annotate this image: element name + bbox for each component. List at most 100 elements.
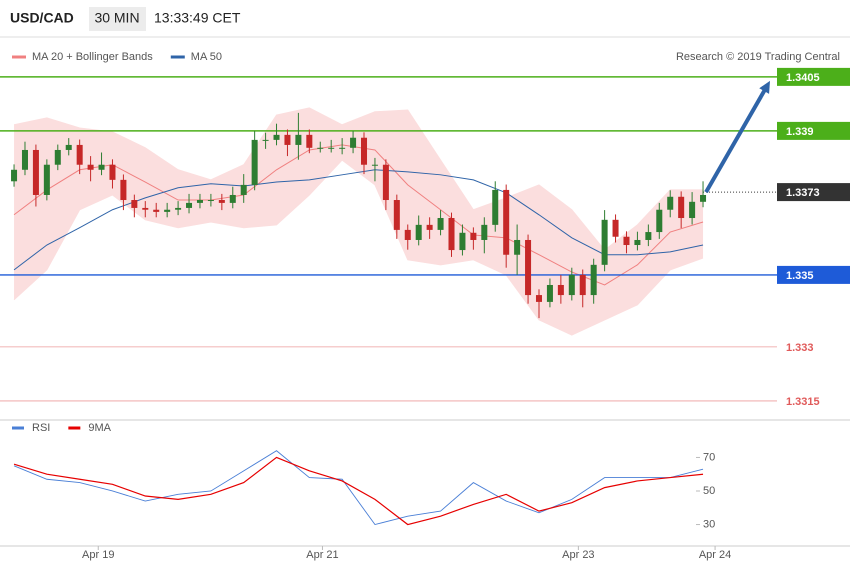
candle-body	[612, 219, 619, 237]
legend-label: MA 20 + Bollinger Bands	[32, 51, 153, 63]
candle-body	[339, 147, 346, 149]
legend-label: RSI	[32, 422, 50, 434]
candle-body	[470, 232, 477, 240]
candle-body	[131, 200, 138, 208]
candle-body	[371, 164, 378, 166]
candle-body	[415, 224, 422, 240]
candle-body	[32, 149, 39, 195]
candle-body	[186, 202, 193, 208]
candle-body	[492, 189, 499, 225]
candle-body	[164, 209, 171, 212]
candle-body	[678, 196, 685, 219]
candle-body	[273, 134, 280, 140]
candle-body	[645, 232, 652, 240]
candle-body	[503, 189, 510, 255]
candle-body	[667, 196, 674, 210]
indicator-line	[13, 450, 704, 526]
candle-body	[142, 207, 149, 210]
candle-body	[656, 209, 663, 233]
x-tick-label: Apr 24	[699, 549, 731, 561]
candle-body	[229, 194, 236, 203]
candle-body	[579, 274, 586, 296]
x-tick-label: Apr 21	[306, 549, 338, 561]
candle-body	[557, 284, 564, 296]
candle-body	[601, 219, 608, 265]
candle-body	[120, 179, 127, 201]
level-label: 1.3315	[786, 396, 820, 408]
candle-body	[546, 284, 553, 302]
candle-body	[54, 149, 61, 165]
level-box	[777, 265, 850, 284]
candle-body	[448, 218, 455, 251]
moving-average	[13, 169, 704, 271]
legend-label: 9MA	[88, 422, 111, 434]
x-tick-label: Apr 19	[82, 549, 114, 561]
timeframe-box	[89, 7, 146, 31]
candle-body	[109, 164, 116, 180]
candle-body	[481, 224, 488, 240]
candle-body	[218, 200, 225, 203]
candle-body	[43, 164, 50, 195]
level-label: 1.333	[786, 342, 814, 354]
indicator-line	[13, 456, 704, 526]
forecast-arrowhead	[759, 80, 770, 94]
symbol: USD/CAD	[10, 10, 74, 26]
time: 13:33:49 CET	[154, 10, 241, 26]
y-tick-label: 50	[703, 485, 715, 497]
candle-body	[251, 139, 258, 185]
candle-body	[382, 164, 389, 201]
candle-body	[623, 236, 630, 246]
candle-body	[76, 144, 83, 165]
level-box	[777, 183, 850, 202]
timeframe: 30 MIN	[94, 10, 139, 26]
candle-body	[240, 184, 247, 195]
candle-body	[328, 147, 335, 149]
candle-body	[568, 274, 575, 296]
candle-body	[21, 149, 28, 170]
candle-body	[393, 200, 400, 230]
candle-body	[295, 134, 302, 145]
candle-body	[284, 134, 291, 145]
candle-body	[87, 164, 94, 170]
x-tick-label: Apr 23	[562, 549, 594, 561]
candle-body	[65, 144, 72, 150]
attribution: Research © 2019 Trading Central	[676, 51, 840, 63]
forecast-arrow	[704, 86, 768, 194]
candle-body	[459, 232, 466, 251]
level-label: 1.3405	[786, 72, 820, 84]
level-box	[777, 121, 850, 140]
candle-body	[11, 169, 18, 182]
y-tick-label: 70	[703, 451, 715, 463]
candle-body	[306, 134, 313, 148]
band-edge	[13, 107, 704, 251]
candle-body	[689, 201, 696, 219]
candle-body	[535, 295, 543, 302]
candle-body	[207, 200, 214, 202]
candle-body	[98, 164, 105, 170]
candle-body	[317, 147, 324, 149]
candle-body	[350, 137, 357, 148]
candle-body	[153, 209, 160, 212]
candle-body	[196, 200, 203, 203]
legend-label: MA 50	[191, 51, 222, 63]
candle-body	[361, 137, 368, 165]
candle-body	[404, 229, 411, 240]
candle-body	[590, 264, 597, 296]
level-label: 1.335	[786, 270, 814, 282]
level-box	[777, 67, 850, 86]
level-label: 1.3373	[786, 187, 820, 199]
candle-body	[262, 139, 269, 141]
candle-body	[634, 239, 641, 246]
candle-body	[426, 224, 433, 230]
candle-body	[175, 207, 182, 210]
candle-body	[514, 239, 521, 255]
y-tick-label: 30	[703, 518, 715, 530]
moving-average	[13, 144, 704, 286]
candle-body	[437, 218, 444, 230]
candle-body	[700, 194, 707, 202]
level-label: 1.339	[786, 126, 814, 138]
candle-body	[525, 239, 532, 296]
